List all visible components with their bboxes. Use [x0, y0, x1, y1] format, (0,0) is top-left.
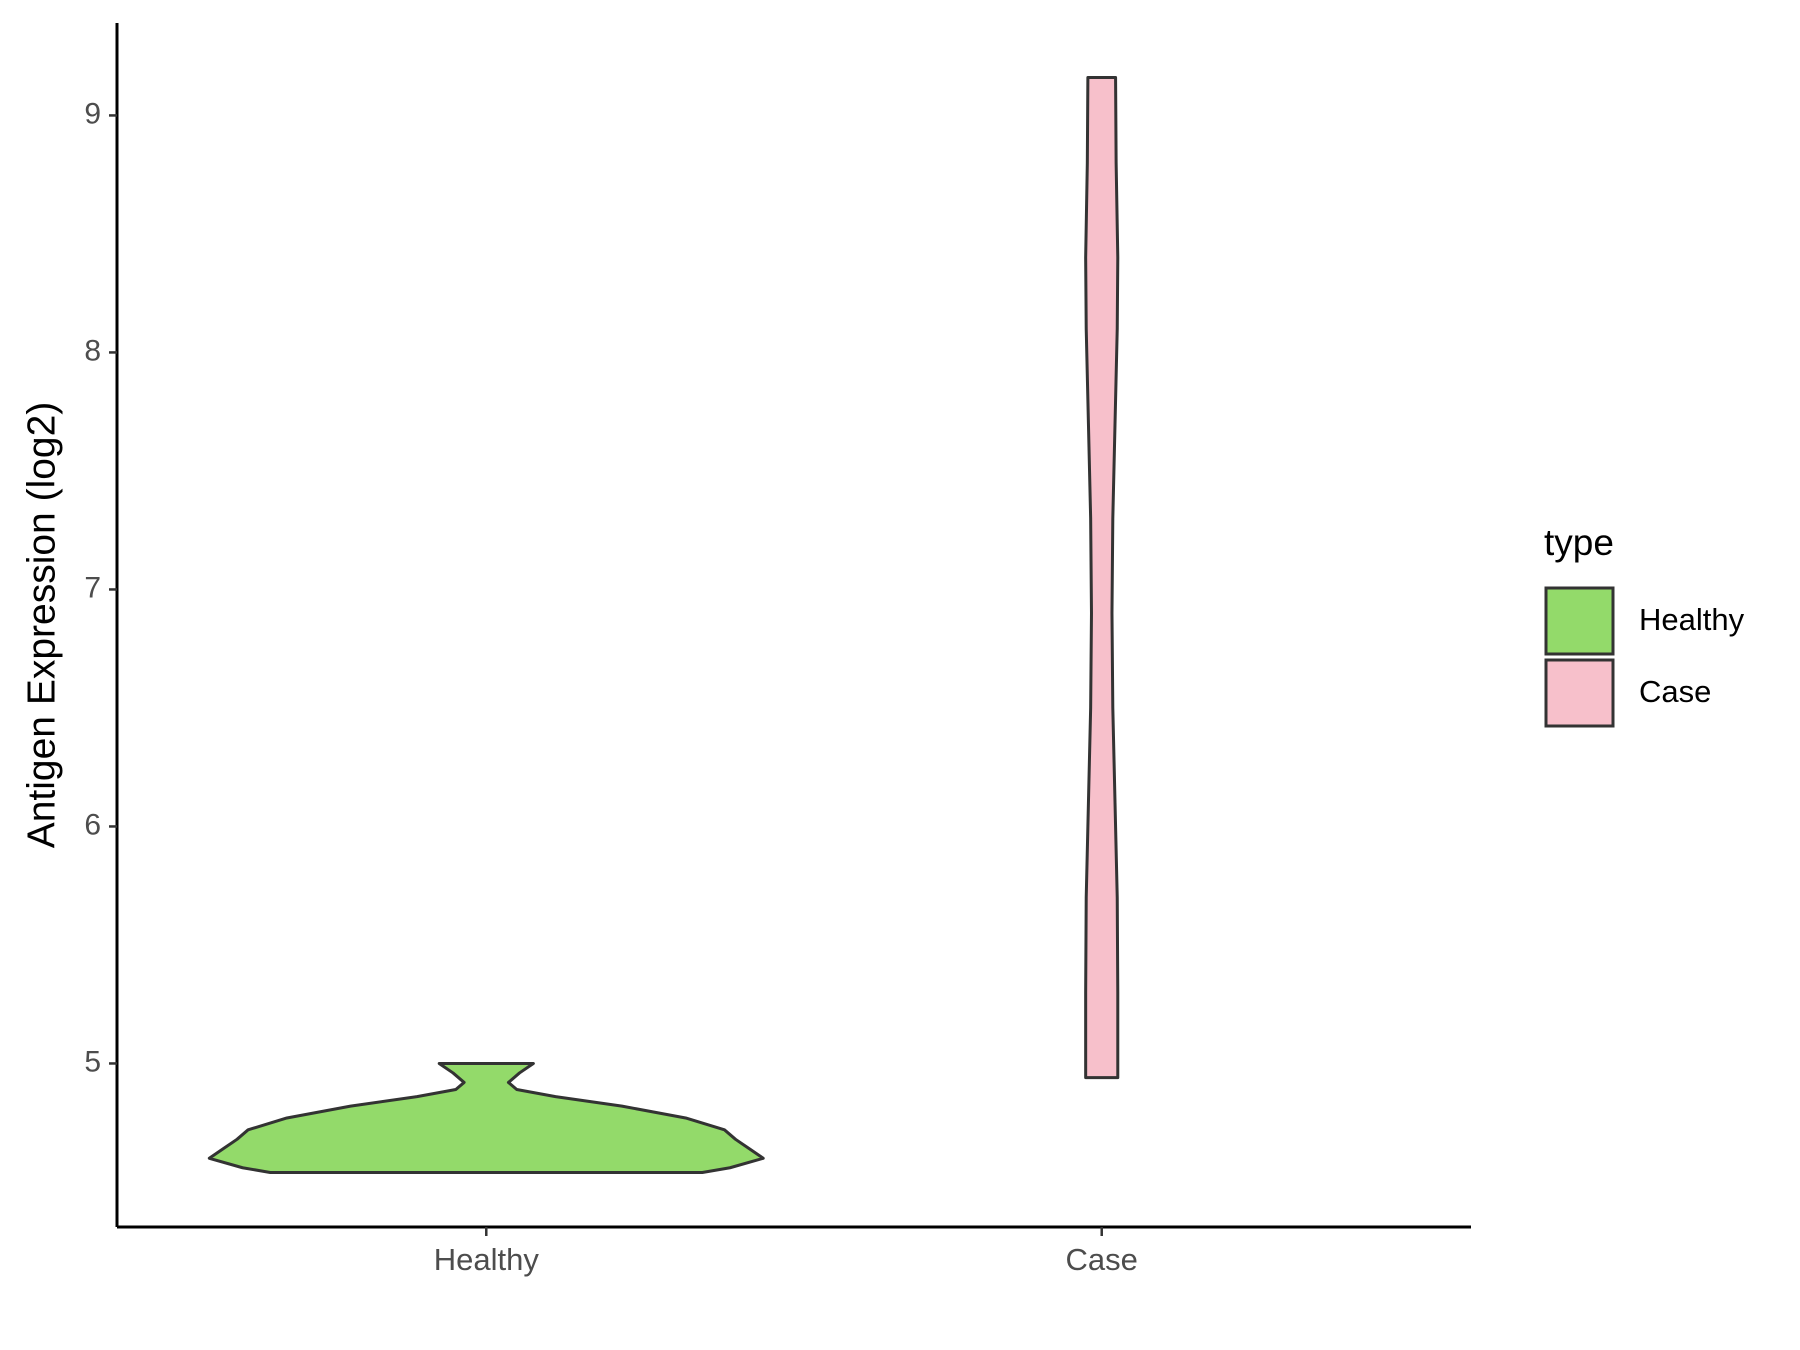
y-axis-title: Antigen Expression (log2): [20, 402, 63, 849]
violin: [1084, 76, 1120, 1080]
legend-title: type: [1544, 522, 1614, 563]
x-tick-label: Healthy: [434, 1242, 540, 1277]
y-tick-label: 7: [84, 571, 101, 604]
y-tick-label: 9: [84, 97, 101, 130]
y-tick-label: 5: [84, 1045, 101, 1078]
legend-key: [1544, 658, 1615, 728]
x-tick-label: Case: [1066, 1242, 1138, 1277]
y-tick-label: 8: [84, 334, 101, 367]
y-tick-label: 6: [84, 808, 101, 841]
legend-key: [1544, 586, 1615, 656]
legend-label: Case: [1639, 674, 1711, 709]
legend-label: Healthy: [1639, 602, 1745, 637]
violin: [207, 1061, 765, 1174]
